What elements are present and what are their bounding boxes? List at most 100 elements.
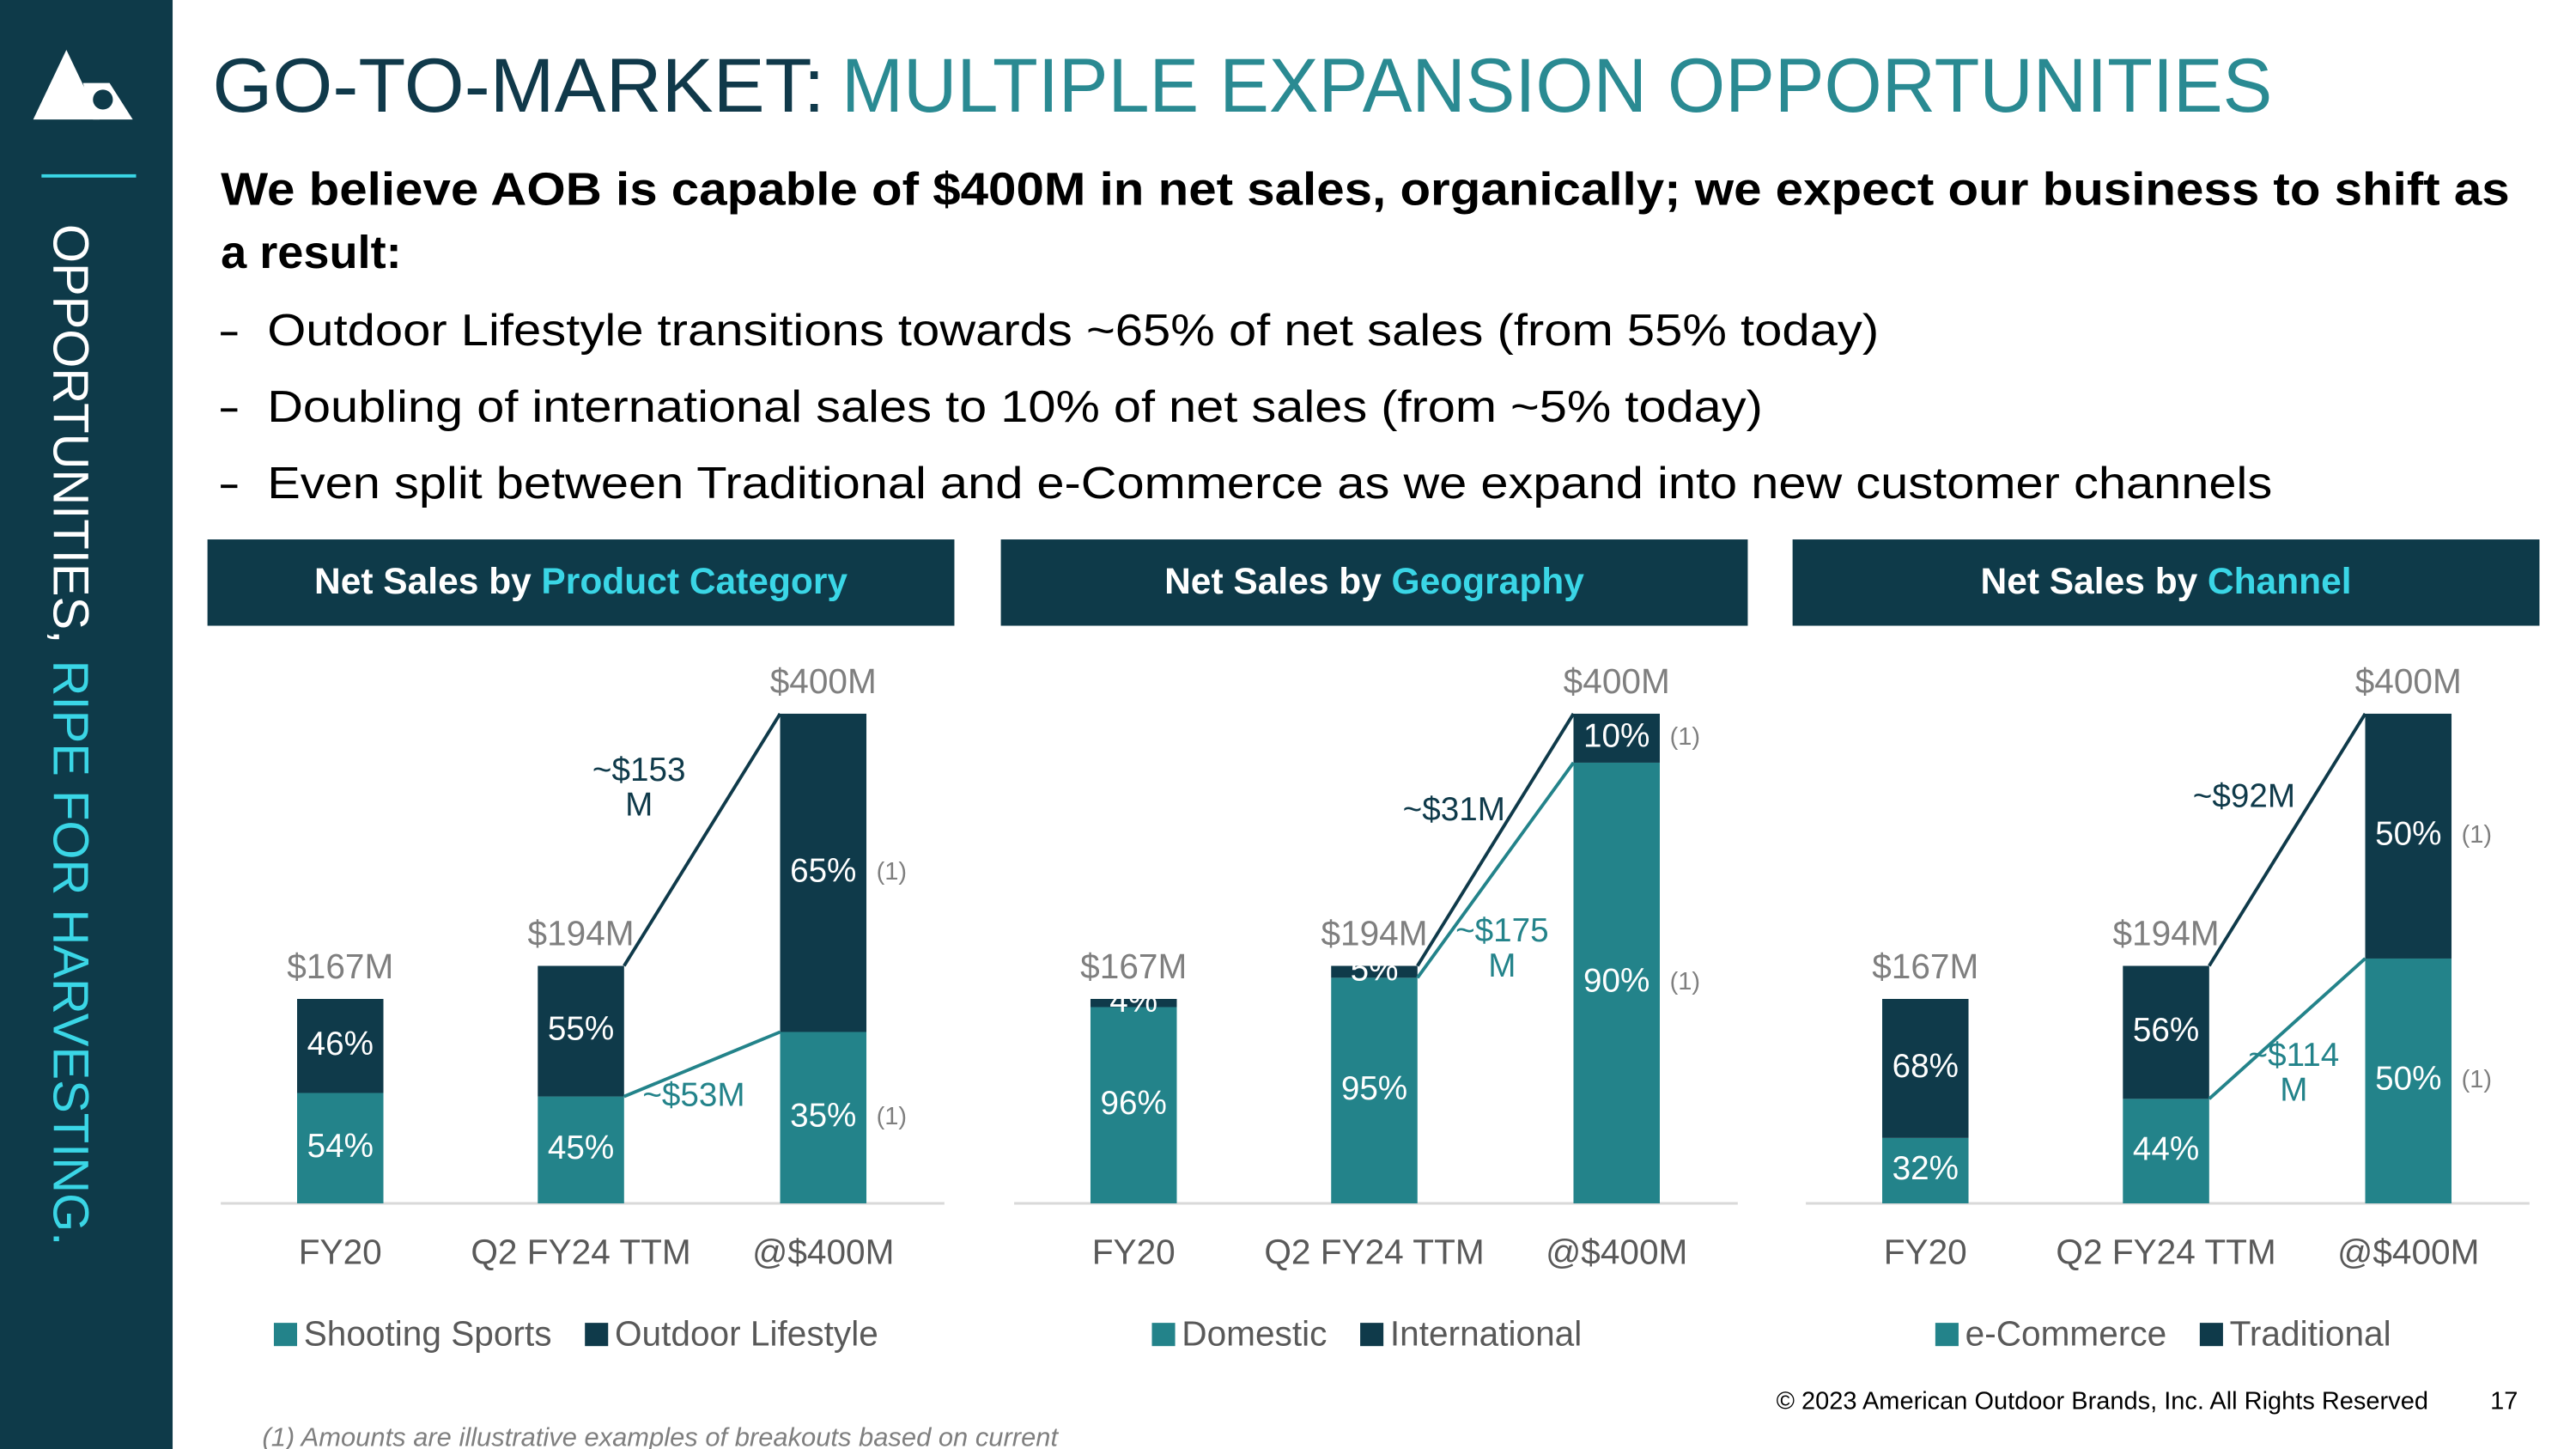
x-tick-label: FY20 [299, 1233, 382, 1272]
connector [1416, 761, 1576, 979]
title-part2: MULTIPLE EXPANSION OPPORTUNITIES [841, 43, 2272, 128]
connector [623, 1030, 781, 1099]
logo [33, 49, 133, 120]
annotation: ~$114 [2249, 1037, 2340, 1074]
value-label: 32% [1893, 1150, 1959, 1187]
bar-segment [1573, 713, 1660, 763]
legend-swatch [273, 1323, 298, 1347]
legend-label: Outdoor Lifestyle [615, 1313, 878, 1353]
value-label: 90% [1583, 963, 1649, 1000]
bar-segment [2123, 965, 2209, 1099]
lead-line: a result: [221, 227, 402, 278]
sidebar-text-1: OPPORTUNITIES, [42, 224, 97, 643]
panel-title-prefix: Net Sales by [314, 562, 532, 602]
legend-label: Shooting Sports [304, 1313, 552, 1353]
value-label: 50% [2375, 1061, 2441, 1098]
note-mark: (1) [1670, 968, 1700, 995]
lead-line: We believe AOB is capable of $400M in ne… [221, 163, 2510, 215]
legend-label: e-Commerce [1965, 1313, 2167, 1353]
annotation: ~$92M [2193, 778, 2295, 815]
note-mark: (1) [877, 1103, 907, 1130]
bullet: Outdoor Lifestyle transitions towards ~6… [267, 306, 1879, 356]
note-mark: (1) [877, 858, 907, 886]
note-mark: (1) [1670, 723, 1700, 751]
connector [623, 712, 782, 967]
legend-label: International [1390, 1313, 1582, 1353]
bar-segment [780, 1032, 867, 1204]
x-tick-label: Q2 FY24 TTM [2056, 1233, 2275, 1272]
legend-label: Traditional [2230, 1313, 2391, 1353]
bar-segment [1573, 762, 1660, 1204]
value-label: 96% [1101, 1085, 1167, 1122]
panel-header [1792, 539, 2540, 626]
value-label: 54% [307, 1128, 374, 1165]
bar-segment [538, 965, 624, 1097]
total-label: $167M [287, 947, 393, 986]
sidebar-text: OPPORTUNITIES, RIPE FOR HARVESTING. [42, 224, 97, 1245]
annotation: M [1488, 947, 1516, 984]
legend-swatch [585, 1323, 609, 1347]
annotation: ~$53M [642, 1077, 744, 1114]
value-label: 10% [1583, 718, 1649, 755]
bullet: Doubling of international sales to 10% o… [267, 382, 1763, 432]
value-label: 45% [548, 1129, 614, 1166]
x-tick-label: Q2 FY24 TTM [471, 1233, 690, 1272]
x-tick-label: @$400M [2337, 1233, 2479, 1272]
x-tick-label: @$400M [1546, 1233, 1687, 1272]
annotation: M [2280, 1072, 2307, 1109]
bar-segment [2365, 713, 2452, 959]
total-label: $167M [1080, 947, 1187, 986]
bar-segment [297, 1093, 384, 1204]
value-label: 44% [2133, 1130, 2199, 1167]
panel-title-prefix: Net Sales by [1164, 562, 1382, 602]
value-label: 4% [1109, 983, 1157, 1020]
footnote: (1) Amounts are illustrative examples of… [262, 1422, 1059, 1449]
legend-swatch [1360, 1323, 1384, 1347]
value-label: 65% [790, 852, 856, 889]
bar-segment [1882, 1137, 1969, 1204]
annotation: M [625, 786, 653, 823]
legend-swatch [1935, 1323, 1959, 1347]
bar-segment [1090, 1007, 1177, 1204]
panel-title-highlight: Product Category [541, 562, 848, 602]
panel-title: Net Sales by Geography [1164, 562, 1584, 602]
value-label: 56% [2133, 1012, 2199, 1049]
value-label: 46% [307, 1026, 374, 1062]
x-tick-label: Q2 FY24 TTM [1264, 1233, 1484, 1272]
panel-title: Net Sales by Channel [1981, 562, 2352, 602]
total-label: $400M [770, 661, 877, 701]
sidebar [0, 0, 173, 1449]
bar-segment [780, 713, 867, 1032]
panel-header [207, 539, 955, 626]
total-label: $194M [2113, 913, 2220, 953]
value-label: 50% [2375, 816, 2441, 853]
x-tick-label: @$400M [752, 1233, 894, 1272]
total-label: $194M [1321, 913, 1427, 953]
bar-segment [538, 1096, 624, 1204]
bar-segment [2123, 1099, 2209, 1204]
bar-segment [1331, 965, 1418, 978]
legend-label: Domestic [1182, 1313, 1327, 1353]
bar-segment [2365, 958, 2452, 1204]
total-label: $400M [2355, 661, 2462, 701]
panel-title: Net Sales by Product Category [314, 562, 848, 602]
connector [1416, 712, 1576, 967]
connector [2208, 957, 2366, 1100]
connector [2208, 712, 2367, 967]
value-label: 35% [790, 1097, 856, 1134]
panel-header [1000, 539, 1748, 626]
value-label: 55% [548, 1011, 614, 1048]
sidebar-text-2: RIPE FOR HARVESTING. [42, 661, 97, 1246]
total-label: $194M [527, 913, 634, 953]
value-label: 95% [1341, 1070, 1407, 1107]
note-mark: (1) [2462, 821, 2492, 849]
legend-swatch [2199, 1323, 2223, 1347]
note-mark: (1) [2462, 1066, 2492, 1093]
bar-segment [297, 999, 384, 1093]
x-tick-label: FY20 [1092, 1233, 1176, 1272]
total-label: $167M [1872, 947, 1978, 986]
panel-title-highlight: Channel [2208, 562, 2352, 602]
panel-title-highlight: Geography [1392, 562, 1585, 602]
